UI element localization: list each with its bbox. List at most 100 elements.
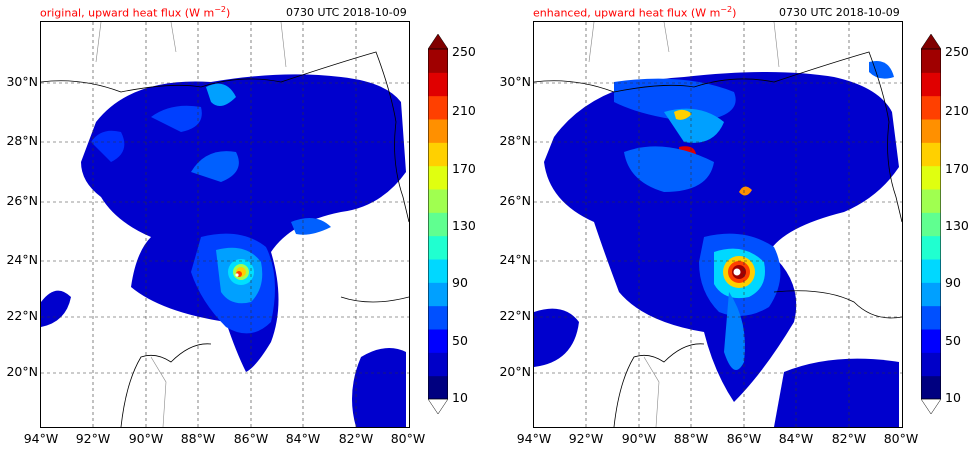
colorbar-segment	[921, 72, 941, 97]
colorbar-segment	[428, 282, 448, 307]
coastlines	[534, 51, 902, 427]
borders	[588, 22, 780, 427]
colorbar	[428, 34, 448, 414]
heat-flux-field	[534, 61, 899, 427]
gridlines	[41, 22, 409, 427]
colorbar-segment	[921, 165, 941, 190]
lon-label: 90°W	[128, 431, 164, 446]
panel-title: enhanced, upward heat flux (W m−2)	[533, 5, 736, 20]
colorbar-frame	[428, 48, 448, 400]
lat-label: 20°N	[499, 364, 531, 379]
colorbar-tick-label: 50	[945, 333, 961, 348]
heat-flux-field	[41, 74, 406, 427]
colorbar-tick-label: 130	[945, 218, 969, 233]
colorbar-tick-label: 170	[452, 161, 476, 176]
colorbar-segment	[428, 119, 448, 143]
panel-original: original, upward heat flux (W m−2) 0730 …	[6, 5, 476, 446]
colorbar-tick-label: 210	[945, 103, 969, 118]
colorbar-tick-label: 10	[945, 390, 961, 405]
colorbar-tick-label: 170	[945, 161, 969, 176]
title-close: )	[225, 6, 231, 20]
colorbar-segment	[921, 142, 941, 167]
colorbar-segment	[428, 142, 448, 167]
lon-label: 92°W	[75, 431, 111, 446]
lat-label: 30°N	[499, 74, 531, 89]
colorbar-under-triangle	[428, 398, 448, 414]
colorbar-segment	[428, 72, 448, 97]
panel-title: original, upward heat flux (W m−2)	[40, 5, 230, 20]
panel-timestamp: 0730 UTC 2018-10-09	[286, 6, 407, 19]
colorbar-segment	[921, 49, 941, 73]
colorbar-segment	[428, 189, 448, 213]
lat-label: 28°N	[499, 133, 531, 148]
colorbar-segment	[428, 49, 448, 73]
colorbar-segments	[921, 34, 941, 414]
lon-label: 94°W	[23, 431, 59, 446]
colorbar-segment	[428, 352, 448, 377]
colorbar-tick-label: 50	[452, 333, 468, 348]
colorbar-segment	[921, 189, 941, 213]
title-close: )	[732, 6, 737, 20]
colorbar-segment	[921, 95, 941, 120]
colorbar-over-triangle	[921, 34, 941, 50]
colorbar-frame	[921, 48, 941, 400]
colorbar-segment	[921, 119, 941, 143]
lon-label: 94°W	[516, 431, 552, 446]
lon-label: 84°W	[285, 431, 321, 446]
map-enhanced	[533, 21, 903, 428]
panel-enhanced: enhanced, upward heat flux (W m−2) 0730 …	[493, 0, 972, 451]
colorbar-segment	[428, 305, 448, 330]
gridlines	[534, 22, 902, 427]
colorbar-tick-label: 210	[452, 103, 476, 118]
colorbar-segment	[921, 259, 941, 283]
colorbar-segment	[428, 375, 448, 400]
colorbar-tick-label: 250	[452, 44, 476, 59]
lon-label: 82°W	[338, 431, 374, 446]
lon-label: 80°W	[883, 431, 919, 446]
colorbar-segment	[428, 95, 448, 120]
coastlines	[41, 51, 409, 427]
colorbar-segment	[921, 352, 941, 377]
lat-label: 26°N	[6, 193, 38, 208]
colorbar-segment	[428, 212, 448, 237]
lon-label: 80°W	[390, 431, 426, 446]
map-original	[40, 21, 410, 428]
borders	[95, 22, 287, 427]
colorbar-under-triangle	[921, 398, 941, 414]
lat-label: 24°N	[6, 252, 38, 267]
lat-label: 24°N	[499, 252, 531, 267]
colorbar-segment	[921, 212, 941, 237]
colorbar-segment	[921, 375, 941, 400]
title-unit-exponent: −2	[720, 5, 733, 14]
title-text: original, upward heat flux (W m	[40, 6, 215, 20]
map-svg-original	[41, 22, 409, 427]
colorbar-segment	[921, 305, 941, 330]
colorbar-over-triangle	[428, 34, 448, 50]
lat-label: 20°N	[6, 364, 38, 379]
lon-label: 88°W	[673, 431, 709, 446]
colorbar-segment	[428, 165, 448, 190]
colorbar-tick-label: 130	[452, 218, 476, 233]
colorbar	[921, 34, 941, 414]
colorbar-tick-label: 90	[945, 275, 961, 290]
lat-label: 22°N	[6, 308, 38, 323]
lon-label: 86°W	[233, 431, 269, 446]
lat-label: 30°N	[6, 74, 38, 89]
colorbar-tick-label: 10	[452, 390, 468, 405]
colorbar-tick-label: 250	[945, 44, 969, 59]
colorbar-tick-label: 90	[452, 275, 468, 290]
colorbar-segments	[428, 34, 448, 414]
colorbar-segment	[428, 235, 448, 260]
lat-label: 22°N	[499, 308, 531, 323]
colorbar-segment	[428, 329, 448, 353]
lon-label: 88°W	[180, 431, 216, 446]
colorbar-segment	[921, 235, 941, 260]
colorbar-segment	[428, 259, 448, 283]
lat-label: 26°N	[499, 193, 531, 208]
panel-timestamp: 0730 UTC 2018-10-09	[779, 6, 900, 19]
lat-label: 28°N	[6, 133, 38, 148]
title-text: enhanced, upward heat flux (W m	[533, 6, 721, 20]
lon-label: 86°W	[726, 431, 762, 446]
lon-label: 84°W	[778, 431, 814, 446]
colorbar-segment	[921, 329, 941, 353]
